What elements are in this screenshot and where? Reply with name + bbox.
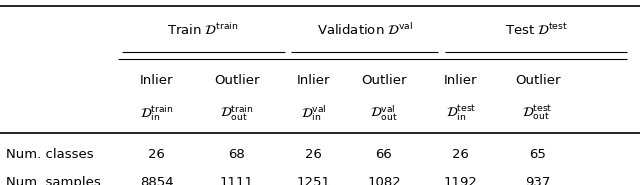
Text: $\mathcal{D}^\mathrm{test}_\mathrm{in}$: $\mathcal{D}^\mathrm{test}_\mathrm{in}$	[445, 104, 476, 123]
Text: $\mathcal{D}^\mathrm{test}_\mathrm{out}$: $\mathcal{D}^\mathrm{test}_\mathrm{out}$	[522, 104, 553, 123]
Text: Inlier: Inlier	[297, 74, 330, 87]
Text: 1251: 1251	[296, 176, 331, 185]
Text: 65: 65	[529, 148, 546, 161]
Text: 26: 26	[452, 148, 469, 161]
Text: 26: 26	[148, 148, 165, 161]
Text: Outlier: Outlier	[361, 74, 407, 87]
Text: 26: 26	[305, 148, 322, 161]
Text: Outlier: Outlier	[214, 74, 260, 87]
Text: $\mathcal{D}^\mathrm{train}_\mathrm{out}$: $\mathcal{D}^\mathrm{train}_\mathrm{out}…	[220, 104, 253, 123]
Text: 68: 68	[228, 148, 245, 161]
Text: $\mathcal{D}^\mathrm{val}_\mathrm{in}$: $\mathcal{D}^\mathrm{val}_\mathrm{in}$	[301, 104, 326, 123]
Text: 66: 66	[376, 148, 392, 161]
Text: 1082: 1082	[367, 176, 401, 185]
Text: Num. samples: Num. samples	[6, 176, 101, 185]
Text: Inlier: Inlier	[140, 74, 173, 87]
Text: Test $\mathcal{D}^\mathrm{test}$: Test $\mathcal{D}^\mathrm{test}$	[504, 22, 568, 38]
Text: Validation $\mathcal{D}^\mathrm{val}$: Validation $\mathcal{D}^\mathrm{val}$	[317, 22, 413, 38]
Text: $\mathcal{D}^\mathrm{train}_\mathrm{in}$: $\mathcal{D}^\mathrm{train}_\mathrm{in}$	[140, 104, 173, 123]
Text: Inlier: Inlier	[444, 74, 477, 87]
Text: Train $\mathcal{D}^\mathrm{train}$: Train $\mathcal{D}^\mathrm{train}$	[168, 22, 239, 38]
Text: 1192: 1192	[444, 176, 477, 185]
Text: 8854: 8854	[140, 176, 173, 185]
Text: $\mathcal{D}^\mathrm{val}_\mathrm{out}$: $\mathcal{D}^\mathrm{val}_\mathrm{out}$	[370, 104, 398, 123]
Text: 937: 937	[525, 176, 550, 185]
Text: Num. classes: Num. classes	[6, 148, 94, 161]
Text: Outlier: Outlier	[515, 74, 561, 87]
Text: 1111: 1111	[220, 176, 254, 185]
